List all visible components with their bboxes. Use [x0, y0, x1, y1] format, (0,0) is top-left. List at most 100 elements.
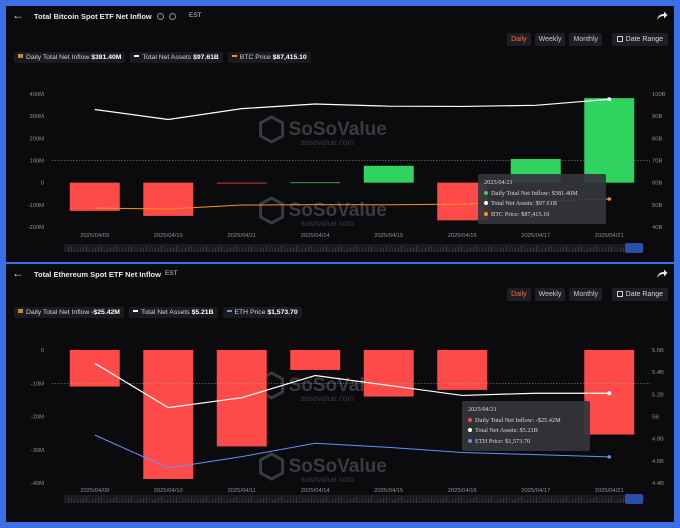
scroller-tick: [500, 499, 501, 503]
scroller-tick: [602, 249, 603, 252]
scroller-tick: [242, 500, 243, 503]
scroller-tick: [83, 247, 84, 252]
scroller-tick: [467, 500, 468, 503]
scroller-tick: [260, 248, 261, 252]
scroller-tick: [563, 498, 564, 503]
eth-tooltip: 2025/04/21 Daily Total Net Inflow: -$25.…: [462, 401, 590, 451]
scroller-tick: [431, 497, 432, 503]
scroller-tick: [317, 500, 318, 503]
scroller-tick: [302, 500, 303, 503]
scroller-tick: [200, 248, 201, 252]
scroller-tick: [578, 498, 579, 503]
scroller-tick: [305, 248, 306, 252]
scrollbar-handle[interactable]: [625, 243, 643, 253]
monthly-tab[interactable]: Monthly: [569, 33, 602, 46]
scroller-tick: [332, 500, 333, 503]
scroller-tick: [239, 250, 240, 252]
scroller-tick: [482, 500, 483, 503]
scroller-tick: [134, 250, 135, 252]
scroller-tick: [281, 246, 282, 252]
scroller-tick: [596, 497, 597, 503]
y-right-tick-label: 60B: [652, 181, 662, 187]
scroller-tick: [326, 246, 327, 252]
date-range-button[interactable]: Date Range: [611, 33, 668, 46]
y-left-tick-label: 100M: [29, 159, 44, 165]
y-left-tick-label: -100M: [28, 203, 45, 209]
scroller-tick: [371, 497, 372, 503]
y-left-tick-label: 300M: [29, 114, 44, 120]
scroller-tick: [608, 498, 609, 503]
scroller-tick: [470, 499, 471, 503]
scroller-tick: [410, 499, 411, 503]
legend-btc-price[interactable]: BTC Price $87,415.10: [227, 52, 311, 63]
scroller-tick: [278, 247, 279, 252]
legend-net-assets[interactable]: Total Net Assets $97.61B: [130, 52, 223, 63]
daily-tab[interactable]: Daily: [507, 288, 531, 301]
legend-net-inflow[interactable]: Daily Total Net Inflow $381.40M: [14, 52, 126, 63]
legend-value: -$25.42M: [91, 309, 120, 316]
scroller-tick: [98, 498, 99, 503]
scroller-tick: [578, 247, 579, 252]
scroller-tick: [617, 249, 618, 252]
scroller-tick: [608, 247, 609, 252]
eth-title-text: Total Ethereum Spot ETF Net Inflow: [34, 270, 161, 279]
tooltip-line: Daily Total Net Inflow: -$25.42M: [468, 416, 584, 427]
scroller-tick: [335, 248, 336, 252]
scroller-tick: [137, 500, 138, 503]
scroller-tick: [545, 499, 546, 503]
daily-tab[interactable]: Daily: [507, 33, 531, 46]
y-right-tick-label: 5B: [652, 415, 659, 421]
timezone-label: EST: [189, 12, 202, 19]
x-tick-label: 2025/04/14: [301, 233, 331, 239]
scroller-tick: [521, 246, 522, 252]
scroller-tick: [404, 250, 405, 252]
tooltip-date: 2025/04/21: [484, 179, 513, 186]
legend-net-inflow[interactable]: Daily Total Net Inflow -$25.42M: [14, 307, 124, 318]
scroller-tick: [308, 498, 309, 503]
back-arrow-icon[interactable]: ←: [12, 266, 24, 280]
scroller-tick: [491, 497, 492, 503]
eth-range-scrollbar[interactable]: [64, 494, 644, 504]
scroller-tick: [407, 500, 408, 503]
scroller-tick: [377, 500, 378, 503]
weekly-tab[interactable]: Weekly: [534, 33, 566, 46]
scroller-tick: [134, 501, 135, 503]
scroller-tick: [95, 499, 96, 503]
scroller-tick: [617, 500, 618, 503]
share-icon[interactable]: [656, 10, 668, 21]
y-right-tick-label: 4.6B: [652, 459, 664, 465]
eth-chart: SoSoValuesosovalue.comSoSoValuesosovalue…: [31, 348, 664, 494]
scrollbar-handle[interactable]: [625, 494, 643, 504]
scroller-tick: [458, 247, 459, 252]
tooltip-line: ETH Price: $1,573.70: [468, 437, 584, 448]
dot-icon: [484, 190, 488, 195]
weekly-tab[interactable]: Weekly: [534, 288, 566, 301]
legend-eth-price[interactable]: ETH Price $1,573.70: [222, 307, 302, 318]
inflow-bar: [143, 350, 194, 480]
scroller-tick: [68, 247, 69, 252]
y-left-tick-label: -20M: [31, 415, 44, 421]
scroller-tick: [572, 249, 573, 252]
scroller-tick: [488, 247, 489, 252]
scroller-tick: [254, 250, 255, 252]
date-range-button[interactable]: Date Range: [611, 288, 668, 301]
scroller-tick: [380, 248, 381, 252]
y-left-tick-label: -40M: [31, 481, 44, 487]
back-arrow-icon[interactable]: ←: [12, 8, 24, 22]
legend-net-assets[interactable]: Total Net Assets $5.21B: [128, 307, 218, 318]
scroller-tick: [275, 248, 276, 252]
share-icon[interactable]: [656, 268, 668, 279]
info-icon[interactable]: [156, 13, 164, 20]
info-icon[interactable]: [168, 13, 176, 20]
scroller-tick: [530, 499, 531, 503]
scroller-tick: [329, 250, 330, 252]
scroller-tick: [566, 246, 567, 252]
scroller-tick: [146, 246, 147, 252]
scroller-tick: [500, 248, 501, 252]
scroller-tick: [254, 501, 255, 503]
btc-range-scrollbar[interactable]: [64, 243, 644, 253]
monthly-tab[interactable]: Monthly: [569, 288, 602, 301]
y-right-tick-label: 5.2B: [652, 392, 664, 398]
scroller-tick: [68, 498, 69, 503]
scroller-tick: [257, 249, 258, 252]
